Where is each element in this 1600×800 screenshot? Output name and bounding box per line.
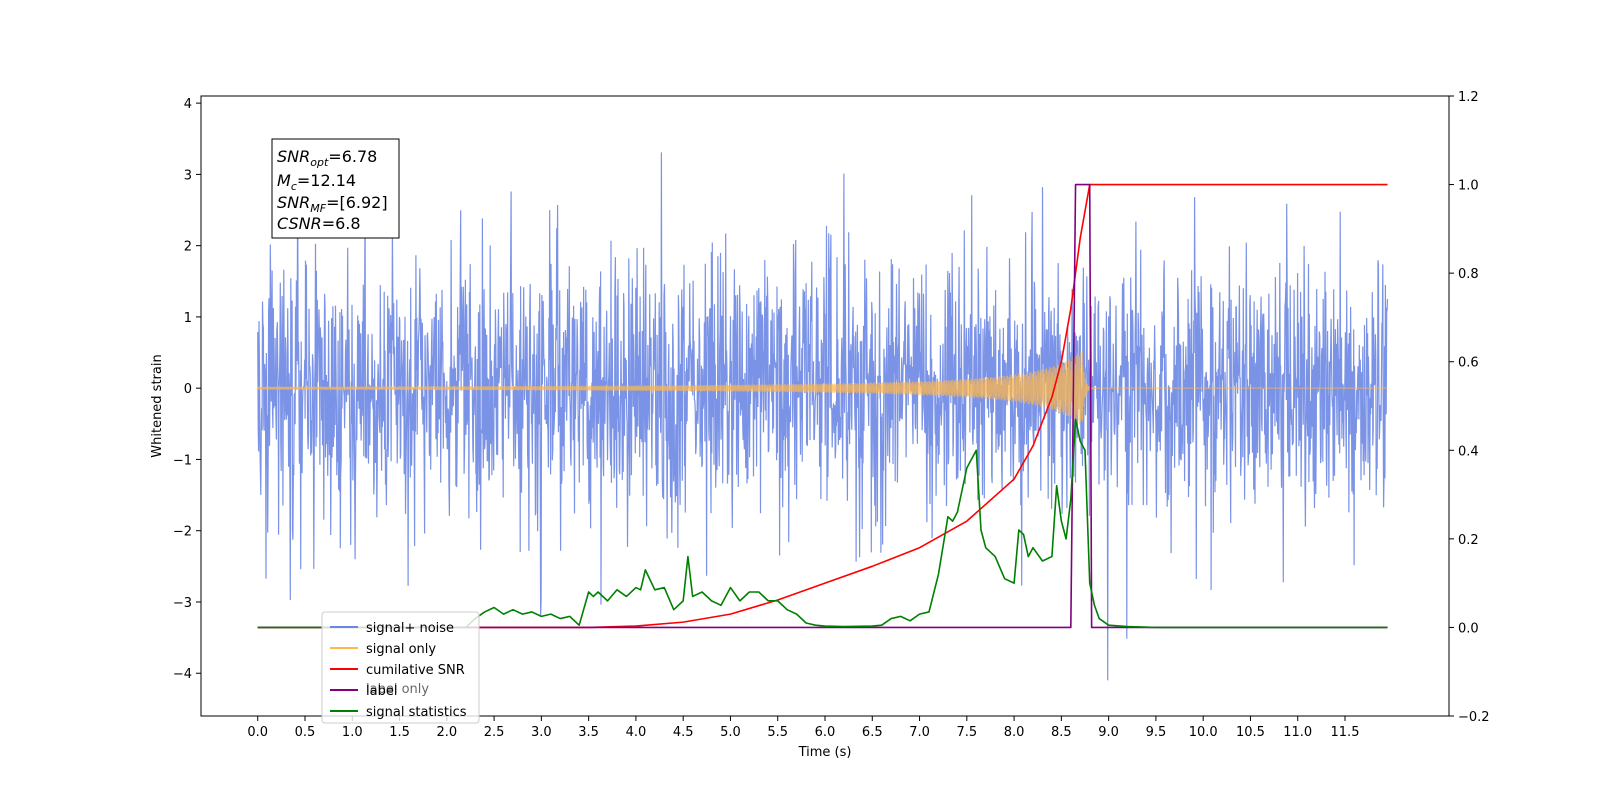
x-tick-label: 0.5 — [295, 725, 316, 740]
x-tick-label: 6.0 — [815, 725, 836, 740]
y-right-tick-label: −0.2 — [1458, 710, 1490, 725]
plot-area — [257, 152, 1389, 681]
y-right-tick-label: 0.4 — [1458, 444, 1479, 459]
y-left-tick-label: 0 — [184, 382, 192, 397]
y-left-tick-label: −4 — [173, 667, 192, 682]
series-signal-statistics — [257, 418, 1388, 629]
y-right-tick-label: 1.0 — [1458, 179, 1479, 194]
legend-label: signal+ noise — [366, 621, 454, 636]
x-tick-label: 9.0 — [1098, 725, 1119, 740]
info-line-csnr: CSNR=6.8 — [277, 214, 361, 233]
legend-hidden-entry: label only — [366, 682, 429, 697]
info-line-mc: Mc=12.14 — [277, 171, 356, 193]
series-signal-noise — [257, 152, 1389, 681]
y-right-tick-label: 0.6 — [1458, 356, 1479, 371]
x-tick-label: 1.0 — [342, 725, 363, 740]
x-tick-label: 4.0 — [626, 725, 647, 740]
info-box-frame — [271, 138, 400, 239]
series-cumulative-snr — [257, 183, 1388, 629]
x-tick-label: 3.0 — [531, 725, 552, 740]
x-tick-label: 7.0 — [909, 725, 930, 740]
legend-label: signal only — [366, 642, 436, 657]
x-tick-label: 9.5 — [1146, 725, 1167, 740]
axes: 0.0 0.5 1.0 1.5 2.0 2.5 3.0 3.5 4.0 4.5 5.0 5.5 6.0 6… — [173, 90, 1490, 740]
y-left-tick-label: −3 — [173, 596, 192, 611]
y-left-tick-label: 2 — [184, 240, 192, 255]
x-tick-label: 0.0 — [247, 725, 268, 740]
y-left-tick-label: −1 — [173, 453, 192, 468]
x-tick-label: 4.5 — [673, 725, 694, 740]
y-left-tick-label: 4 — [184, 97, 192, 112]
y-right-tick-label: 1.2 — [1458, 90, 1479, 105]
x-tick-label: 8.5 — [1051, 725, 1072, 740]
info-box: SNRopt=6.78 Mc=12.14 SNRMF=[6.92] CSNR=6… — [271, 138, 400, 239]
series-signal-only — [257, 350, 1388, 425]
x-tick-label: 3.5 — [578, 725, 599, 740]
y-right-tick-label: 0.2 — [1458, 533, 1479, 548]
info-line-snr-mf: SNRMF=[6.92] — [277, 193, 388, 215]
x-tick-label: 8.0 — [1004, 725, 1025, 740]
y-left-tick-label: 3 — [184, 168, 192, 183]
x-tick-label: 2.0 — [436, 725, 457, 740]
x-tick-label: 10.0 — [1189, 725, 1218, 740]
x-tick-label: 5.0 — [720, 725, 741, 740]
x-tick-label: 11.0 — [1283, 725, 1312, 740]
y-left-tick-label: 1 — [184, 311, 192, 326]
legend-label: cumilative SNR — [366, 663, 465, 678]
x-tick-label: 1.5 — [389, 725, 410, 740]
y-right-tick-label: 0.8 — [1458, 267, 1479, 282]
x-tick-label: 7.5 — [956, 725, 977, 740]
x-tick-label: 11.5 — [1331, 725, 1360, 740]
info-line-snr-opt: SNRopt=6.78 — [277, 147, 377, 169]
legend-label: signal statistics — [366, 705, 467, 720]
x-tick-label: 5.5 — [767, 725, 788, 740]
series-group — [257, 152, 1389, 681]
y-right-tick-label: 0.0 — [1458, 621, 1479, 636]
y-left-tick-label: −2 — [173, 525, 192, 540]
x-tick-label: 6.5 — [862, 725, 883, 740]
legend-label: label — [366, 684, 397, 699]
legend: label only signal+ noise signal only cumila… — [321, 611, 480, 724]
y-axis-title: Whitened strain — [150, 354, 165, 457]
x-axis-title: Time (s) — [798, 745, 852, 760]
x-tick-label: 10.5 — [1236, 725, 1265, 740]
legend-frame — [321, 611, 480, 724]
x-tick-label: 2.5 — [484, 725, 505, 740]
